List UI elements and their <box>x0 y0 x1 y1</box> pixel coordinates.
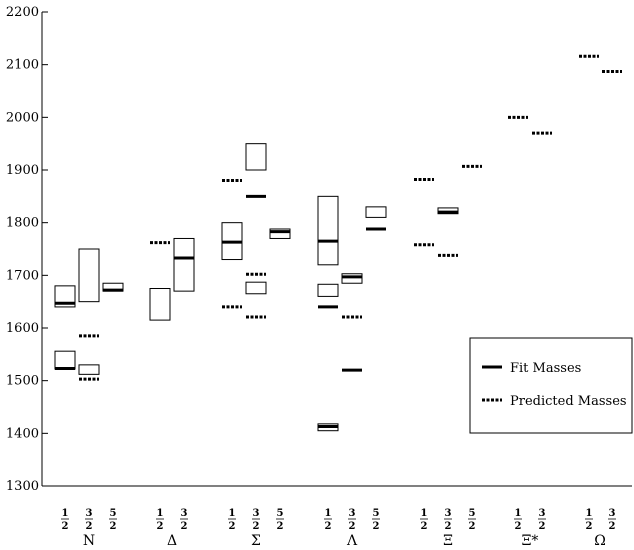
spin-denominator: 2 <box>539 521 546 532</box>
legend: Fit Masses Predicted Masses <box>469 337 633 434</box>
spin-numerator: 3 <box>539 508 546 519</box>
spin-denominator: 2 <box>373 521 380 532</box>
spin-numerator: 3 <box>349 508 356 519</box>
spin-numerator: 1 <box>325 508 332 519</box>
y-tick-label: 2200 <box>6 5 39 20</box>
fit-range-box <box>317 283 339 297</box>
spin-numerator: 1 <box>515 508 522 519</box>
y-tick-label: 1400 <box>6 426 39 441</box>
spin-denominator: 2 <box>110 521 117 532</box>
legend-box <box>469 337 633 434</box>
spin-denominator: 2 <box>515 521 522 532</box>
spin-denominator: 2 <box>157 521 164 532</box>
fit-range-box <box>173 237 195 292</box>
spin-numerator: 3 <box>181 508 188 519</box>
fit-range-box <box>78 364 100 375</box>
spin-numerator: 5 <box>469 508 476 519</box>
y-axis: 1300 1400 1500 1600 1700 1800 1900 2000 2100 2200 <box>6 5 632 494</box>
plot-area <box>54 54 622 432</box>
legend-fit-label: Fit Masses <box>510 361 581 376</box>
spin-numerator: 3 <box>445 508 452 519</box>
spin-denominator: 2 <box>349 521 356 532</box>
spin-numerator: 3 <box>609 508 616 519</box>
spin-denominator: 2 <box>469 521 476 532</box>
fit-range-box <box>269 228 291 239</box>
spin-denominator: 2 <box>253 521 260 532</box>
fit-range-box <box>245 143 267 171</box>
spin-denominator: 2 <box>277 521 284 532</box>
fit-range-box <box>149 288 171 321</box>
spin-numerator: 5 <box>373 508 380 519</box>
spin-denominator: 2 <box>421 521 428 532</box>
spin-denominator: 2 <box>62 521 69 532</box>
spin-numerator: 3 <box>86 508 93 519</box>
fit-range-box <box>245 281 267 295</box>
spin-numerator: 5 <box>277 508 284 519</box>
spin-denominator: 2 <box>445 521 452 532</box>
spin-numerator: 1 <box>157 508 164 519</box>
baryon-group-label: N <box>83 533 95 549</box>
y-tick-label: 1300 <box>6 479 39 494</box>
baryon-group-label: Ξ <box>443 533 453 549</box>
spin-numerator: 1 <box>62 508 69 519</box>
spin-numerator: 3 <box>253 508 260 519</box>
y-tick-label: 1900 <box>6 163 39 178</box>
baryon-group-label: Δ <box>167 533 177 549</box>
baryon-group-label: Ω <box>594 533 606 549</box>
spin-denominator: 2 <box>181 521 188 532</box>
baryon-group-label: Σ <box>251 533 261 549</box>
y-tick-label: 2000 <box>6 110 39 125</box>
fit-range-box <box>317 195 339 266</box>
fit-range-box <box>365 206 387 218</box>
spin-numerator: 1 <box>229 508 236 519</box>
legend-predicted-label: Predicted Masses <box>510 394 627 409</box>
fit-range-box <box>78 248 100 303</box>
y-tick-label: 2100 <box>6 58 39 73</box>
spin-denominator: 2 <box>609 521 616 532</box>
spin-numerator: 1 <box>421 508 428 519</box>
spin-numerator: 5 <box>110 508 117 519</box>
spin-denominator: 2 <box>586 521 593 532</box>
x-axis-labels: 123252N1232Δ123252Σ123252Λ123252Ξ1232Ξ*1… <box>61 508 616 549</box>
fit-range-box <box>341 273 363 284</box>
fit-range-box <box>54 285 76 308</box>
spin-denominator: 2 <box>86 521 93 532</box>
baryon-group-label: Λ <box>346 533 358 549</box>
spin-denominator: 2 <box>229 521 236 532</box>
y-tick-label: 1600 <box>6 321 39 336</box>
fit-range-box <box>54 350 76 370</box>
baryon-group-label: Ξ* <box>522 533 539 549</box>
y-tick-label: 1500 <box>6 374 39 389</box>
y-tick-label: 1800 <box>6 216 39 231</box>
y-tick-label: 1700 <box>6 268 39 283</box>
spin-denominator: 2 <box>325 521 332 532</box>
spin-numerator: 1 <box>586 508 593 519</box>
